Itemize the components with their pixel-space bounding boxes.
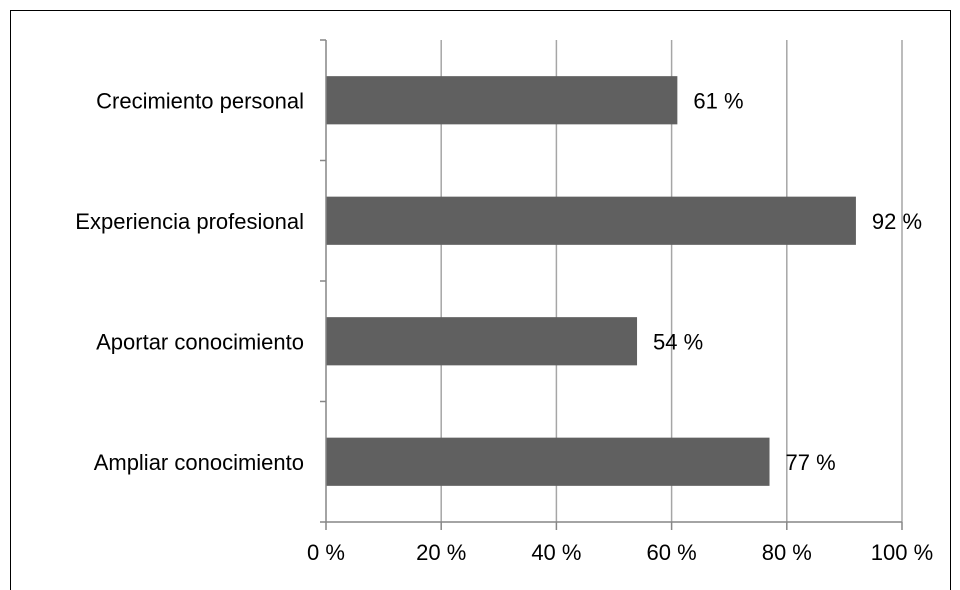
x-tick-label: 100 %	[871, 540, 933, 565]
bars	[326, 76, 856, 486]
x-tick-label: 20 %	[416, 540, 466, 565]
chart-frame	[10, 10, 951, 590]
data-label: 54 %	[653, 329, 703, 354]
labels: 0 % 20 % 40 % 60 % 80 % 100 % Crecimiento pers…	[75, 88, 933, 565]
category-label: Experiencia profesional	[75, 209, 304, 234]
category-label: Aportar conocimiento	[96, 329, 304, 354]
bar-crecimiento-personal	[326, 76, 678, 125]
axes	[320, 39, 903, 530]
data-label: 61 %	[693, 88, 743, 113]
x-tick-label: 40 %	[531, 540, 581, 565]
data-label: 77 %	[786, 450, 836, 475]
category-label: Ampliar conocimiento	[94, 450, 304, 475]
x-tick-label: 60 %	[647, 540, 697, 565]
bar-aportar-conocimiento	[326, 317, 638, 366]
data-label: 92 %	[872, 209, 922, 234]
bar-experiencia-profesional	[326, 196, 856, 245]
x-tick-label: 80 %	[762, 540, 812, 565]
bar-ampliar-conocimiento	[326, 437, 770, 486]
category-label: Crecimiento personal	[96, 88, 304, 113]
x-tick-label: 0 %	[307, 540, 345, 565]
